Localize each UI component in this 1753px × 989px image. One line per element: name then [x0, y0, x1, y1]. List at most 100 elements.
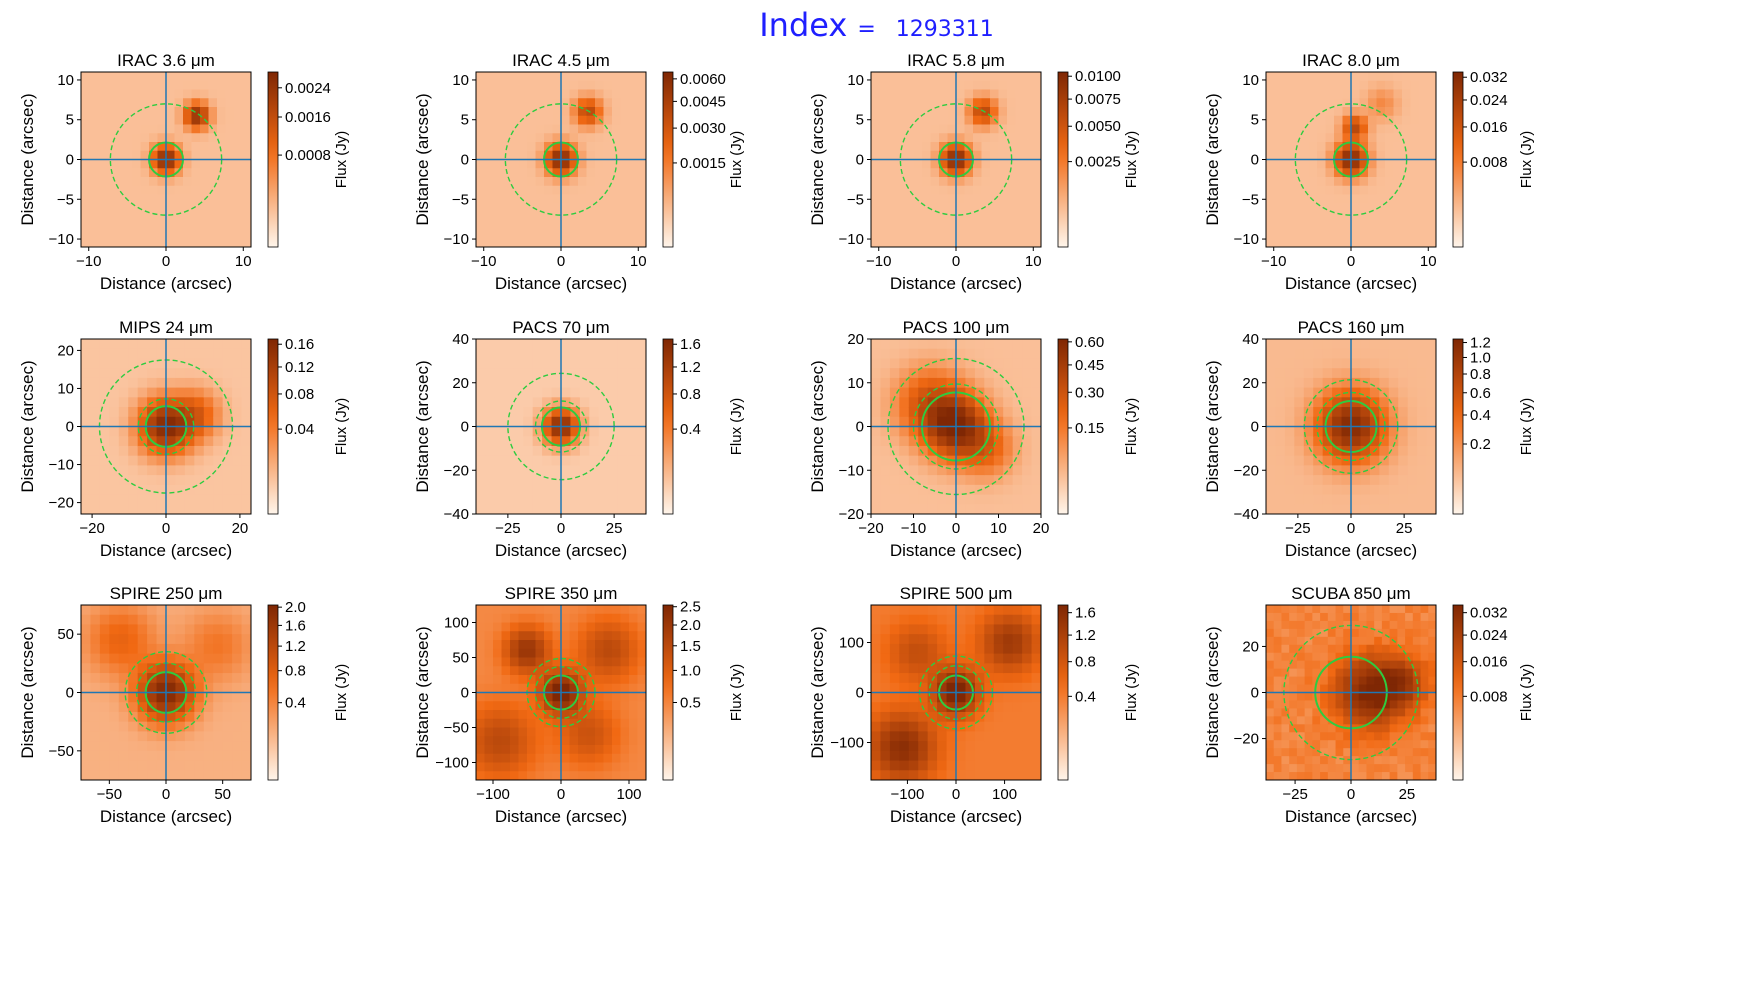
heatmap-cell [535, 98, 545, 108]
heatmap-cell [203, 760, 214, 771]
heatmap-cell [118, 407, 129, 418]
heatmap-cell [118, 614, 129, 626]
heatmap-cell [603, 142, 613, 152]
heatmap-cell [1332, 377, 1343, 389]
heatmap-cell [494, 455, 505, 466]
heatmap-cell [81, 663, 92, 674]
heatmap-cell [1024, 150, 1034, 161]
heatmap-cell [132, 115, 142, 126]
heatmap-cell [586, 133, 596, 143]
heatmap-cell [518, 762, 528, 772]
heatmap-cell [608, 484, 619, 496]
y-axis-label: Distance (arcsec) [808, 93, 827, 225]
heatmap-cell [629, 718, 639, 729]
heatmap-cell [156, 731, 167, 742]
heatmap-cell [1031, 731, 1041, 742]
heatmap-cell [1012, 673, 1023, 684]
heatmap-cell [484, 683, 494, 694]
heatmap-cell [222, 475, 233, 486]
heatmap-cell [636, 416, 646, 428]
heatmap-cell [1405, 764, 1414, 773]
heatmap-cell [937, 702, 948, 713]
heatmap-cell [990, 229, 1000, 239]
heatmap-cell [1304, 756, 1313, 765]
heatmap-cell [947, 80, 957, 91]
heatmap-cell [1419, 212, 1429, 222]
heatmap-cell [175, 377, 186, 389]
heatmap-cell [1428, 605, 1436, 614]
heatmap-cell [184, 682, 195, 694]
heatmap-cell [1393, 72, 1403, 82]
heatmap-cell [1368, 238, 1378, 247]
heatmap-cell [1407, 407, 1418, 418]
heatmap-cell [118, 387, 129, 398]
heatmap-cell [510, 631, 520, 641]
heatmap-cell [1308, 177, 1318, 187]
heatmap-cell [1420, 668, 1429, 678]
heatmap-cell [1410, 177, 1420, 187]
heatmap-cell [166, 624, 177, 635]
heatmap-cell [617, 339, 628, 350]
heatmap-cell [203, 368, 214, 379]
heatmap-cell [128, 673, 139, 684]
heatmap-cell [973, 168, 983, 178]
heatmap-cell [1393, 177, 1403, 187]
heatmap-cell [595, 133, 605, 143]
heatmap-cell [174, 150, 184, 161]
heatmap-cell [166, 634, 177, 645]
heatmap-cell [203, 605, 214, 616]
heatmap-cell [1304, 620, 1313, 630]
heatmap-cell [106, 177, 116, 187]
heatmap-cell [965, 663, 976, 674]
heatmap-cell [956, 72, 966, 82]
heatmap-cell [578, 115, 588, 126]
heatmap-cell [908, 494, 919, 505]
heatmap-cell [990, 238, 1000, 247]
heatmap-cell [896, 107, 906, 117]
heatmap-cell [106, 194, 116, 204]
heatmap-cell [504, 436, 515, 447]
heatmap-cell [1308, 89, 1318, 99]
heatmap-cell [889, 387, 900, 398]
heatmap-cell [156, 711, 167, 723]
heatmap-cell [888, 150, 898, 161]
heatmap-cell [993, 682, 1004, 694]
heatmap-cell [1342, 220, 1352, 231]
heatmap-cell [1031, 634, 1041, 645]
heatmap-cell [484, 745, 494, 755]
heatmap-cell [1022, 711, 1033, 723]
heatmap-cell [1031, 653, 1041, 664]
heatmap-cell [629, 701, 639, 711]
heatmap-cell [586, 177, 596, 187]
heatmap-cell [918, 741, 929, 752]
heatmap-cell [1428, 652, 1436, 662]
heatmap-cell [984, 741, 995, 752]
heatmap-cell [620, 185, 630, 196]
heatmap-cell [1398, 484, 1409, 496]
heatmap-cell [137, 348, 148, 360]
heatmap-cell [1334, 107, 1344, 117]
heatmap-cell [118, 731, 129, 742]
heatmap-cell [974, 624, 985, 635]
heatmap-cell [1428, 708, 1436, 717]
heatmap-cell [918, 682, 929, 694]
heatmap-cell [1398, 494, 1409, 505]
heatmap-cell [476, 238, 486, 247]
heatmap-cell [586, 80, 596, 91]
heatmap-cell [1266, 124, 1276, 134]
heatmap-cell [561, 89, 571, 99]
heatmap-cell [1294, 416, 1305, 428]
heatmap-cell [1389, 668, 1398, 678]
heatmap-cell [518, 631, 528, 641]
heatmap-cell [889, 358, 900, 369]
heatmap-cell [552, 124, 562, 134]
heatmap-cell [1320, 732, 1329, 741]
heatmap-cell [157, 238, 167, 247]
heatmap-cell [1335, 724, 1344, 733]
heatmap-cell [1031, 465, 1041, 476]
heatmap-cell [476, 229, 486, 239]
heatmap-cell [1351, 416, 1362, 428]
heatmap-cell [561, 494, 572, 505]
heatmap-cell [203, 673, 214, 684]
heatmap-cell [493, 718, 503, 729]
